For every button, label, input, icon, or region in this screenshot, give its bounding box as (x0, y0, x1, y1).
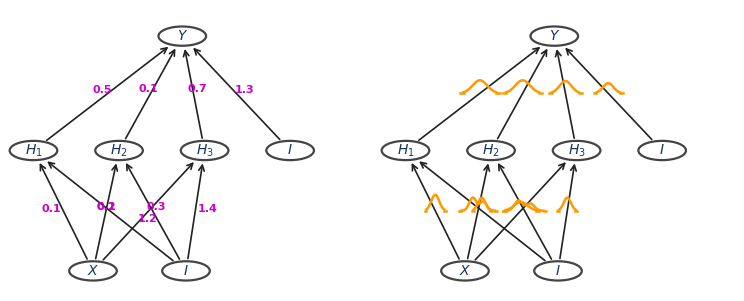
Circle shape (266, 141, 314, 160)
Text: 1.2: 1.2 (138, 214, 158, 224)
Circle shape (382, 141, 429, 160)
Text: $X$: $X$ (87, 264, 99, 278)
Text: 1.3: 1.3 (234, 85, 254, 95)
Text: $H_1$: $H_1$ (25, 142, 42, 159)
Text: $H_2$: $H_2$ (110, 142, 128, 159)
Text: 0.1: 0.1 (42, 204, 61, 214)
Circle shape (638, 141, 686, 160)
Text: $H_1$: $H_1$ (397, 142, 414, 159)
Text: $H_2$: $H_2$ (482, 142, 500, 159)
Circle shape (534, 261, 582, 281)
Text: $I$: $I$ (555, 264, 561, 278)
Circle shape (162, 261, 210, 281)
Text: $H_3$: $H_3$ (196, 142, 214, 159)
Text: 1.4: 1.4 (197, 204, 217, 214)
Text: 0.1: 0.1 (138, 84, 158, 94)
Circle shape (530, 26, 578, 46)
Text: $I$: $I$ (287, 144, 293, 157)
Text: $Y$: $Y$ (548, 29, 560, 43)
Circle shape (10, 141, 57, 160)
Text: $X$: $X$ (459, 264, 471, 278)
Text: $I$: $I$ (183, 264, 189, 278)
Circle shape (69, 261, 117, 281)
Circle shape (467, 141, 515, 160)
Text: 0.3: 0.3 (147, 202, 166, 212)
Text: 0.5: 0.5 (92, 85, 112, 95)
Circle shape (553, 141, 600, 160)
Text: 0.2: 0.2 (96, 202, 116, 212)
Circle shape (181, 141, 228, 160)
Text: $H_3$: $H_3$ (568, 142, 586, 159)
Circle shape (95, 141, 143, 160)
Text: 0.1: 0.1 (96, 202, 116, 212)
Circle shape (158, 26, 206, 46)
Text: $I$: $I$ (659, 144, 665, 157)
Text: 0.7: 0.7 (187, 84, 208, 94)
Circle shape (441, 261, 489, 281)
Text: $Y$: $Y$ (176, 29, 188, 43)
